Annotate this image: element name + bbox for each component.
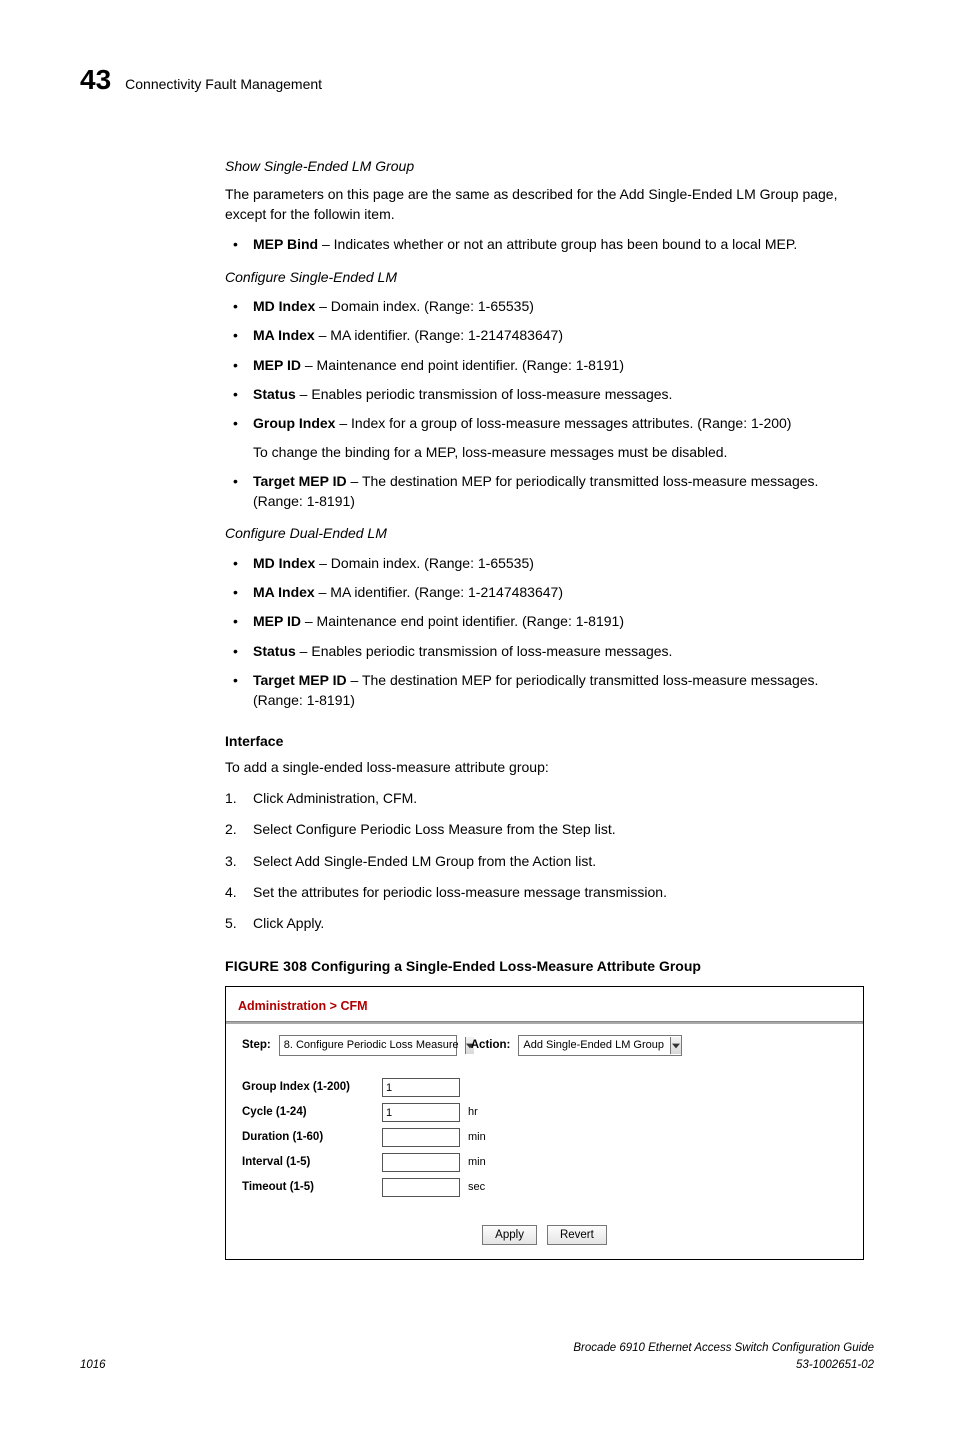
- figure-form: Group Index (1-200) Cycle (1-24) hr Dura…: [226, 1066, 863, 1217]
- footer-guide-name: Brocade 6910 Ethernet Access Switch Conf…: [573, 1340, 874, 1357]
- form-row: Group Index (1-200): [242, 1078, 847, 1097]
- field-unit: hr: [468, 1105, 478, 1121]
- figure-caption: FIGURE 308 Configuring a Single-Ended Lo…: [225, 956, 864, 976]
- action-select-value: Add Single-Ended LM Group: [523, 1038, 670, 1054]
- field-label: Cycle (1-24): [242, 1104, 382, 1121]
- list-item: MA Index – MA identifier. (Range: 1-2147…: [225, 325, 864, 345]
- list-item: Select Add Single-Ended LM Group from th…: [225, 851, 864, 871]
- list-item: Target MEP ID – The destination MEP for …: [225, 670, 864, 711]
- field-unit: min: [468, 1155, 486, 1171]
- field-label: Timeout (1-5): [242, 1179, 382, 1196]
- interface-intro: To add a single-ended loss-measure attri…: [225, 757, 864, 777]
- duration-input[interactable]: [382, 1128, 460, 1147]
- list-item: Set the attributes for periodic loss-mea…: [225, 882, 864, 902]
- interface-steps: Click Administration, CFM. Select Config…: [225, 788, 864, 933]
- apply-button[interactable]: Apply: [482, 1225, 537, 1245]
- show-lm-intro: The parameters on this page are the same…: [225, 184, 864, 225]
- list-item: Click Administration, CFM.: [225, 788, 864, 808]
- field-label: Duration (1-60): [242, 1129, 382, 1146]
- interval-input[interactable]: [382, 1153, 460, 1172]
- footer-right: Brocade 6910 Ethernet Access Switch Conf…: [573, 1340, 874, 1373]
- footer-doc-number: 53-1002651-02: [573, 1357, 874, 1374]
- form-row: Duration (1-60) min: [242, 1128, 847, 1147]
- show-lm-bullets: MEP Bind – Indicates whether or not an a…: [225, 234, 864, 254]
- field-label: Interval (1-5): [242, 1154, 382, 1171]
- figure-title: Configuring a Single-Ended Loss-Measure …: [307, 958, 701, 974]
- chapter-number: 43: [80, 60, 111, 101]
- group-index-input[interactable]: [382, 1078, 460, 1097]
- figure-box: Administration > CFM Step: 8. Configure …: [225, 986, 864, 1260]
- list-item: Group Index – Index for a group of loss-…: [225, 413, 864, 462]
- form-row: Interval (1-5) min: [242, 1153, 847, 1172]
- cycle-input[interactable]: [382, 1103, 460, 1122]
- form-row: Cycle (1-24) hr: [242, 1103, 847, 1122]
- list-item: MD Index – Domain index. (Range: 1-65535…: [225, 296, 864, 316]
- action-label: Action:: [471, 1037, 511, 1054]
- subsection-cfg-se: Configure Single-Ended LM: [225, 267, 864, 287]
- cfg-se-bullets: MD Index – Domain index. (Range: 1-65535…: [225, 296, 864, 511]
- page-footer: 1016 Brocade 6910 Ethernet Access Switch…: [80, 1340, 874, 1373]
- figure-buttons: Apply Revert: [226, 1217, 863, 1259]
- list-item: Select Configure Periodic Loss Measure f…: [225, 819, 864, 839]
- list-item: Target MEP ID – The destination MEP for …: [225, 471, 864, 512]
- list-item: Status – Enables periodic transmission o…: [225, 641, 864, 661]
- list-item: Status – Enables periodic transmission o…: [225, 384, 864, 404]
- list-item: MEP ID – Maintenance end point identifie…: [225, 355, 864, 375]
- step-select[interactable]: 8. Configure Periodic Loss Measure: [279, 1035, 457, 1056]
- chevron-down-icon[interactable]: [670, 1037, 681, 1054]
- bullet-subnote: To change the binding for a MEP, loss-me…: [253, 442, 864, 462]
- field-label: Group Index (1-200): [242, 1079, 382, 1096]
- step-select-value: 8. Configure Periodic Loss Measure: [284, 1038, 465, 1054]
- page-header: 43 Connectivity Fault Management: [80, 60, 874, 101]
- form-row: Timeout (1-5) sec: [242, 1178, 847, 1197]
- bullet-desc: – Indicates whether or not an attribute …: [318, 236, 797, 252]
- list-item: MEP Bind – Indicates whether or not an a…: [225, 234, 864, 254]
- list-item: MD Index – Domain index. (Range: 1-65535…: [225, 553, 864, 573]
- field-unit: sec: [468, 1180, 485, 1196]
- list-item: Click Apply.: [225, 913, 864, 933]
- bullet-term: MEP Bind: [253, 236, 318, 252]
- figure-breadcrumb: Administration > CFM: [226, 987, 863, 1021]
- cfg-de-bullets: MD Index – Domain index. (Range: 1-65535…: [225, 553, 864, 711]
- footer-page-number: 1016: [80, 1357, 106, 1374]
- figure-toolbar: Step: 8. Configure Periodic Loss Measure…: [226, 1025, 863, 1066]
- subsection-cfg-de: Configure Dual-Ended LM: [225, 523, 864, 543]
- content-body: Show Single-Ended LM Group The parameter…: [225, 156, 864, 1260]
- list-item: MEP ID – Maintenance end point identifie…: [225, 611, 864, 631]
- timeout-input[interactable]: [382, 1178, 460, 1197]
- field-unit: min: [468, 1130, 486, 1146]
- figure-label: FIGURE 308: [225, 958, 307, 974]
- interface-heading: Interface: [225, 731, 864, 751]
- step-label: Step:: [242, 1037, 271, 1054]
- chapter-title: Connectivity Fault Management: [125, 74, 322, 94]
- revert-button[interactable]: Revert: [547, 1225, 607, 1245]
- subsection-show-lm: Show Single-Ended LM Group: [225, 156, 864, 176]
- list-item: MA Index – MA identifier. (Range: 1-2147…: [225, 582, 864, 602]
- action-select[interactable]: Add Single-Ended LM Group: [518, 1035, 682, 1056]
